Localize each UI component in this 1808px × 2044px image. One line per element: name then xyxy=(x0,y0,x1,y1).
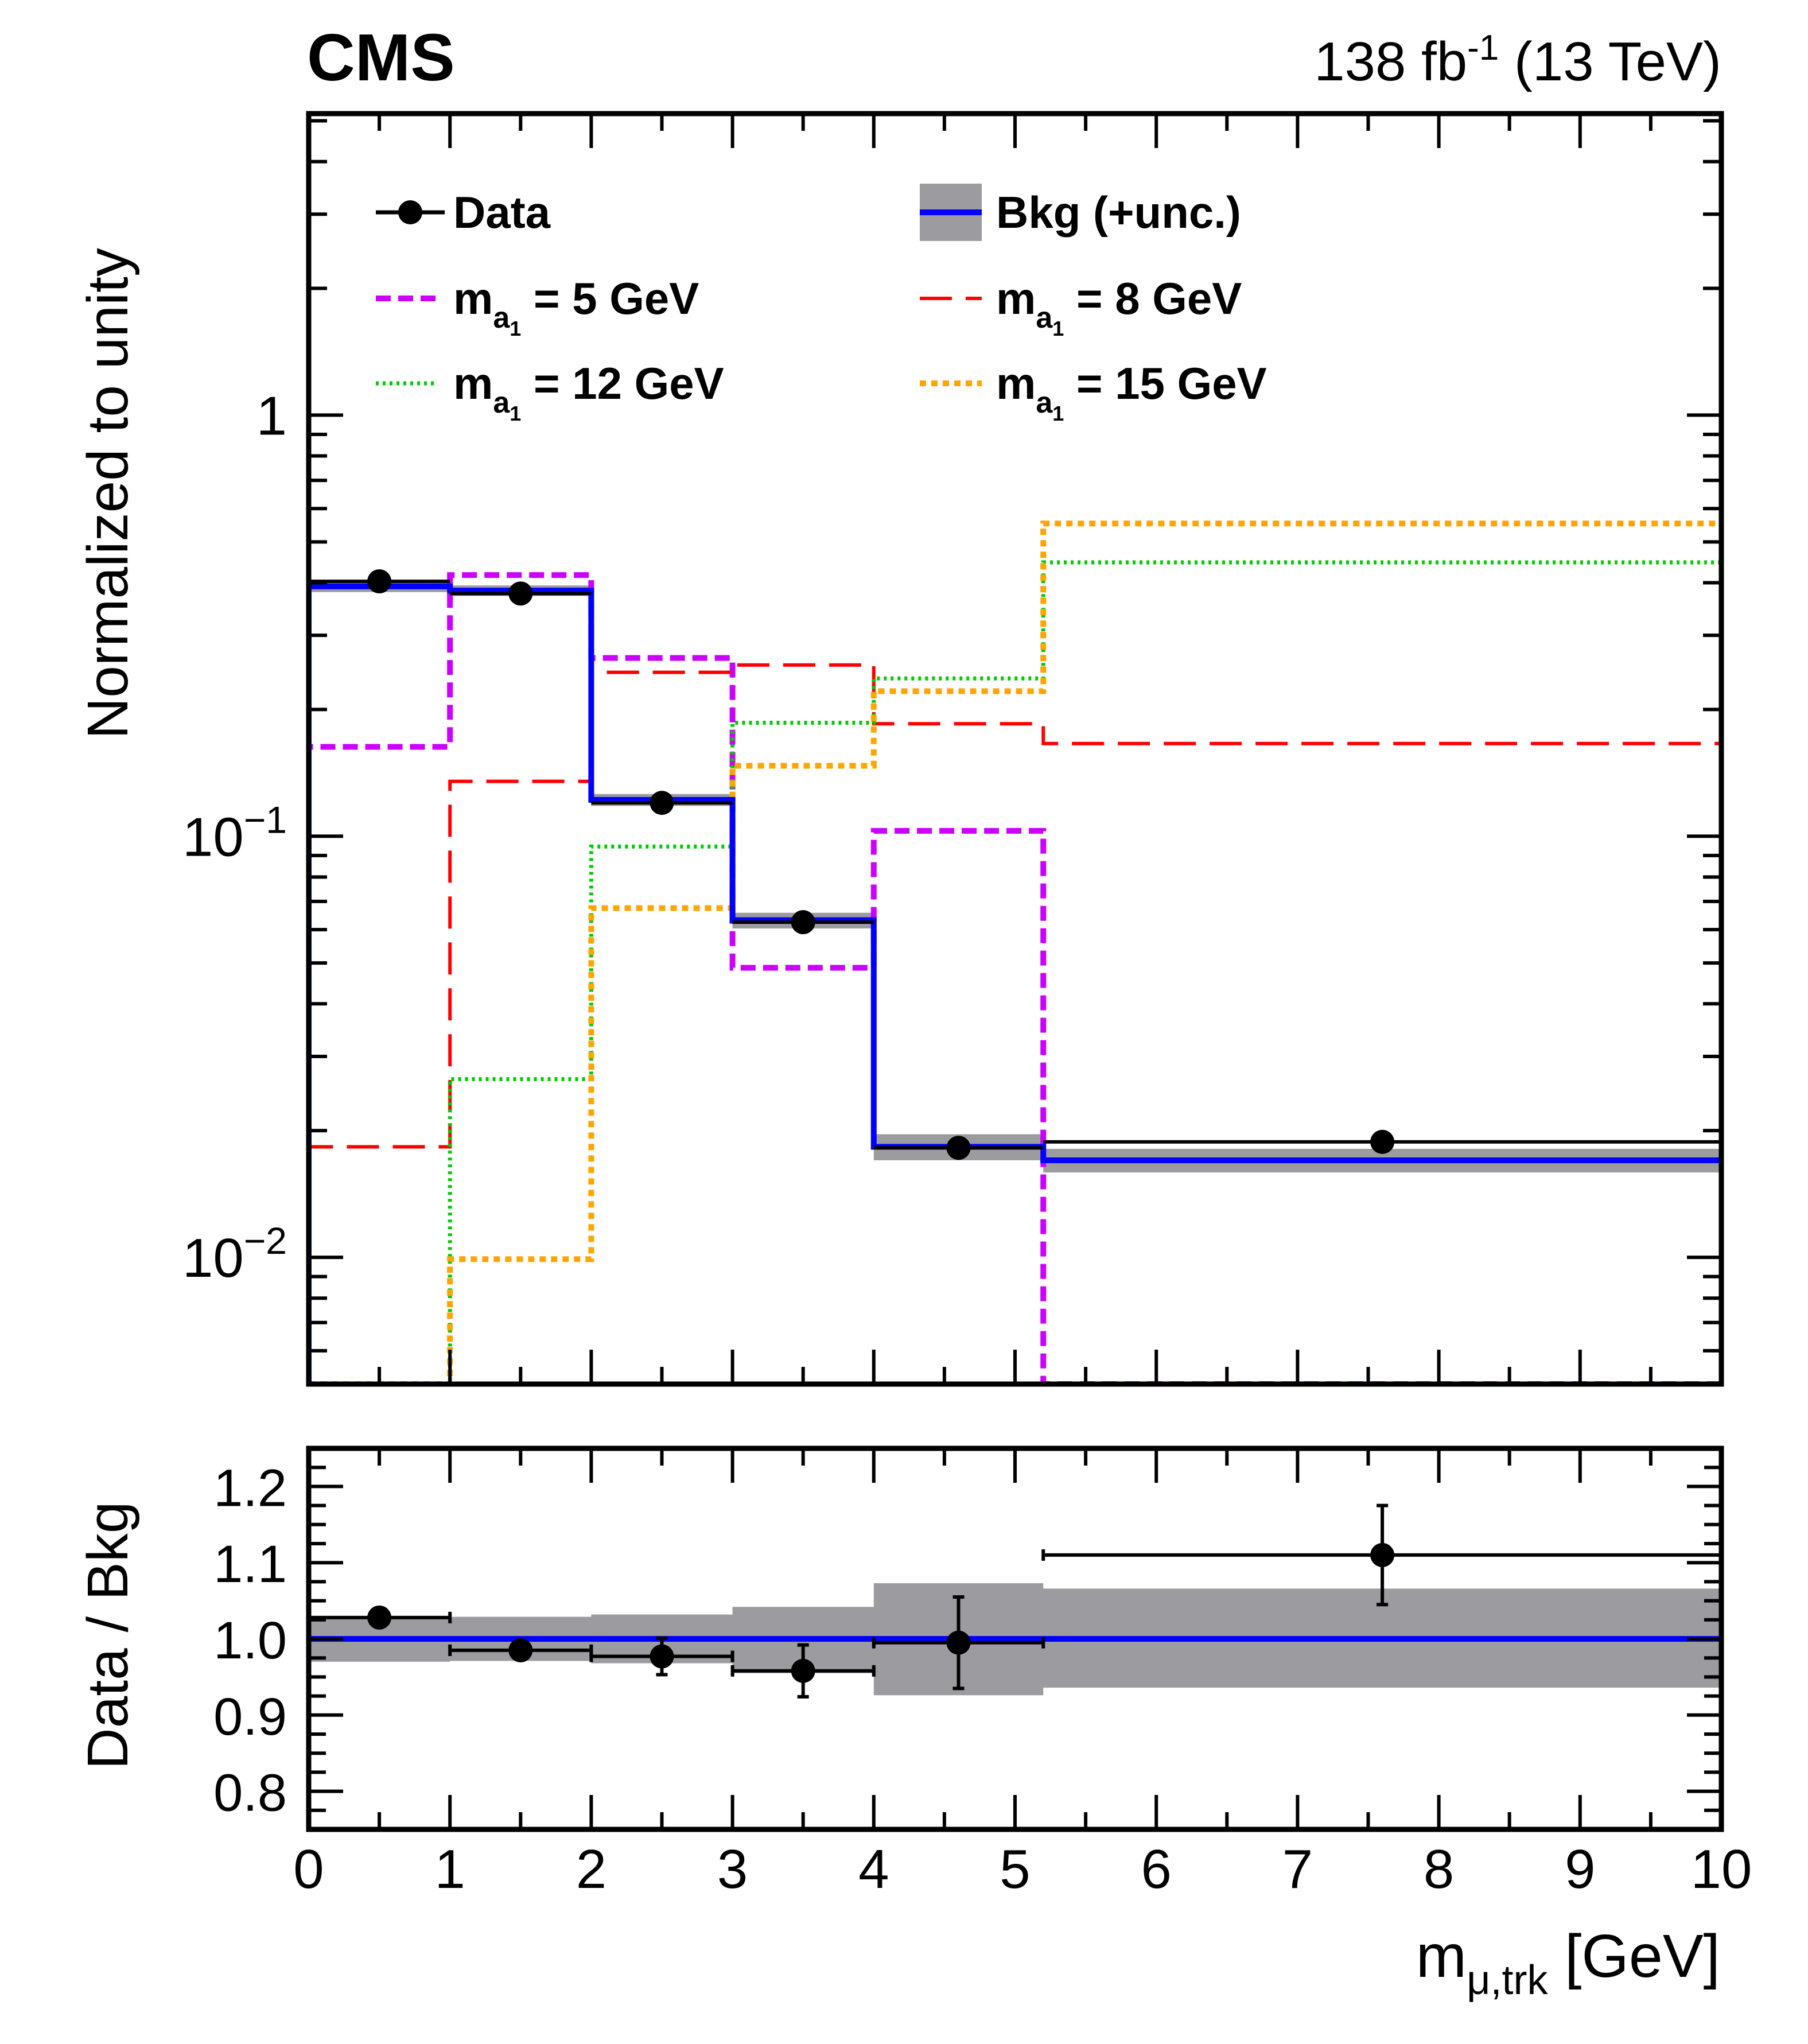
experiment-label: CMS xyxy=(307,20,455,95)
legend-signal-2-label: ma1 = 8 GeV xyxy=(996,273,1242,340)
ratio-y-tick-label: 1.1 xyxy=(213,1535,287,1594)
x-tick-label: 8 xyxy=(1424,1839,1454,1900)
signal-1-histogram xyxy=(309,572,1721,1384)
x-tick-label: 2 xyxy=(576,1839,606,1900)
legend-data-label: Data xyxy=(453,187,551,238)
ratio-point xyxy=(1370,1542,1395,1567)
ratio-frame xyxy=(306,1445,1724,1832)
upper-y-axis-title: Normalized to unity xyxy=(76,248,140,739)
upper-frame xyxy=(306,111,1724,1387)
legend-signal-1-label: ma1 = 5 GeV xyxy=(453,273,699,340)
x-tick-label: 10 xyxy=(1691,1839,1752,1900)
y-tick-label: 1 xyxy=(256,385,287,446)
x-tick-label: 0 xyxy=(293,1839,324,1900)
ratio-y-axis-title: Data / Bkg xyxy=(76,1502,140,1770)
data-point xyxy=(946,1136,971,1160)
ratio-y-tick-label: 1.2 xyxy=(213,1459,287,1517)
legend-signal-4-label: ma1 = 15 GeV xyxy=(996,358,1267,425)
ratio-y-tick-label: 1.0 xyxy=(213,1611,287,1670)
x-axis-title: mμ,trk [GeV] xyxy=(1416,1922,1720,2003)
legend: Data Bkg (+unc.) ma1 = 5 GeV ma1 = 8 GeV ma1… xyxy=(376,184,1267,425)
data-point xyxy=(508,581,533,606)
signal-2-histogram xyxy=(309,663,1721,1384)
upper-panel: 1 10−1 10−2 Normalized to unity xyxy=(76,111,1724,1387)
y-tick-label: 10−1 xyxy=(182,798,287,868)
ratio-point xyxy=(946,1630,971,1655)
ratio-panel: 0.8 0.9 1.0 1.1 1.2 Data / Bkg xyxy=(76,1445,1724,1832)
bkg-histogram xyxy=(309,583,1721,1384)
x-tick-label: 7 xyxy=(1282,1839,1313,1900)
x-tick-label: 4 xyxy=(858,1839,889,1900)
x-tick-label: 3 xyxy=(717,1839,748,1900)
x-tick-label: 1 xyxy=(435,1839,465,1900)
y-tick-label: 10−2 xyxy=(182,1219,287,1289)
x-tick-label: 5 xyxy=(1000,1839,1030,1900)
ratio-y-tick-label: 0.8 xyxy=(213,1764,287,1822)
legend-signal-3-label: ma1 = 12 GeV xyxy=(453,358,724,425)
x-tick-label: 9 xyxy=(1565,1839,1595,1900)
signal-4-histogram xyxy=(309,520,1721,1384)
ratio-point xyxy=(367,1605,392,1630)
legend-data-marker xyxy=(398,200,422,224)
x-tick-label: 6 xyxy=(1141,1839,1172,1900)
data-point xyxy=(1370,1129,1395,1154)
ratio-point xyxy=(791,1658,815,1683)
ratio-point xyxy=(508,1638,533,1662)
ratio-y-tick-label: 0.9 xyxy=(213,1688,287,1746)
ratio-point xyxy=(650,1644,674,1669)
data-point xyxy=(367,569,392,594)
legend-bkg-label: Bkg (+unc.) xyxy=(996,187,1241,238)
data-point xyxy=(791,910,815,935)
bkg-uncertainty-band xyxy=(309,581,1721,1173)
lumi-label: 138 fb-1 (13 TeV) xyxy=(1314,28,1721,92)
data-point xyxy=(650,791,674,815)
